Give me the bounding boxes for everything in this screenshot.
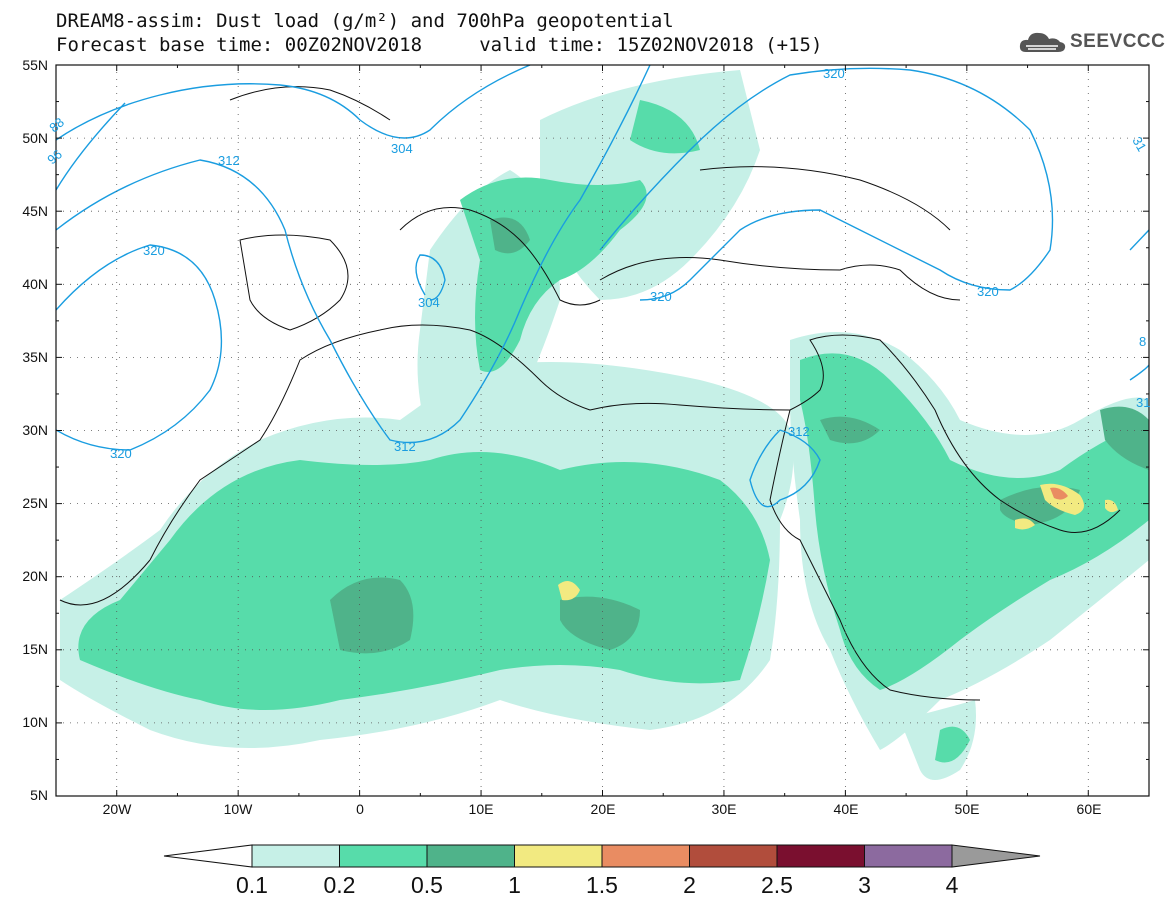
- seevccc-logo: SEEVCCC: [1018, 28, 1165, 56]
- contour-label: 304: [418, 295, 440, 310]
- colorbar-labels: 0.1 0.2 0.5 1 1.5 2 2.5 3 4: [236, 872, 959, 898]
- colorbar-label: 1: [508, 872, 521, 898]
- lat-label: 35N: [22, 349, 48, 365]
- contour-label: 320: [977, 284, 999, 299]
- colorbar-label: 3: [858, 872, 871, 898]
- contour-label: 312: [788, 424, 810, 439]
- contour-label: 304: [391, 141, 413, 156]
- lon-label: 50E: [955, 801, 980, 817]
- colorbar-box: [864, 844, 953, 868]
- colorbar-label: 0.1: [236, 872, 268, 898]
- map-subtitle: Forecast base time: 00Z02NOV2018 valid t…: [56, 34, 823, 56]
- colorbar-below-arrow: [163, 844, 253, 868]
- map-title: DREAM8-assim: Dust load (g/m²) and 700hP…: [56, 10, 674, 32]
- colorbar-label: 2.5: [761, 872, 793, 898]
- dust-layer: [60, 70, 1149, 780]
- lat-label: 15N: [22, 641, 48, 657]
- cloud-icon: [1019, 32, 1066, 52]
- lat-label: 40N: [22, 276, 48, 292]
- colorbar-box: [689, 844, 778, 868]
- contour-label: 320: [110, 446, 132, 461]
- lon-label: 10E: [469, 801, 494, 817]
- lon-label: 60E: [1077, 801, 1102, 817]
- lat-label: 25N: [22, 495, 48, 511]
- logo-text: SEEVCCC: [1070, 31, 1165, 52]
- colorbar-label: 2: [683, 872, 696, 898]
- graticule: [56, 65, 1149, 796]
- lon-label: 10W: [224, 801, 254, 817]
- colorbar-label: 4: [946, 872, 959, 898]
- contour-label: 312: [218, 153, 240, 168]
- colorbar-box: [426, 844, 515, 868]
- dust-level-0.5: [330, 217, 1149, 654]
- coastlines: [59, 86, 1121, 701]
- contour-label: 96: [44, 147, 65, 168]
- lat-label: 20N: [22, 568, 48, 584]
- contour-label: 320: [650, 289, 672, 304]
- lat-label: 50N: [22, 130, 48, 146]
- lat-label: 55N: [22, 57, 48, 73]
- contour-label: 320: [823, 66, 845, 81]
- contour-label: 8: [1139, 334, 1146, 349]
- colorbar-box: [251, 844, 340, 868]
- colorbar-box: [339, 844, 428, 868]
- dust-level-1: [558, 483, 1118, 601]
- dust-level-1.5: [1050, 487, 1068, 500]
- lat-label: 5N: [30, 787, 48, 803]
- colorbar-label: 0.2: [324, 872, 356, 898]
- colorbar-box: [514, 844, 603, 868]
- lat-label: 30N: [22, 422, 48, 438]
- lon-label: 20E: [591, 801, 616, 817]
- contour-label: 320: [143, 243, 165, 258]
- colorbar-boxes: [251, 844, 953, 868]
- lon-label: 20W: [103, 801, 133, 817]
- lat-label: 10N: [22, 714, 48, 730]
- contour-label: 31: [1129, 134, 1149, 154]
- lon-label: 40E: [834, 801, 859, 817]
- colorbar-box: [601, 844, 690, 868]
- contour-label: 312: [394, 439, 416, 454]
- lat-labels: 55N 50N 45N 40N 35N 30N 25N 20N 15N 10N …: [22, 57, 48, 803]
- lon-label: 0: [356, 801, 364, 817]
- lon-labels: 20W 10W 0 10E 20E 30E 40E 50E 60E: [103, 801, 1102, 817]
- colorbar-label: 0.5: [411, 872, 443, 898]
- colorbar-box: [776, 844, 865, 868]
- colorbar: 0.1 0.2 0.5 1 1.5 2 2.5 3 4: [163, 844, 1041, 898]
- colorbar-above-arrow: [951, 844, 1041, 868]
- geopotential-contours: [56, 65, 1149, 508]
- axis-ticks: [55, 64, 1150, 797]
- colorbar-label: 1.5: [586, 872, 618, 898]
- contour-label: 88: [46, 115, 67, 136]
- lat-label: 45N: [22, 203, 48, 219]
- lon-label: 30E: [712, 801, 737, 817]
- contour-label: 31: [1136, 395, 1150, 410]
